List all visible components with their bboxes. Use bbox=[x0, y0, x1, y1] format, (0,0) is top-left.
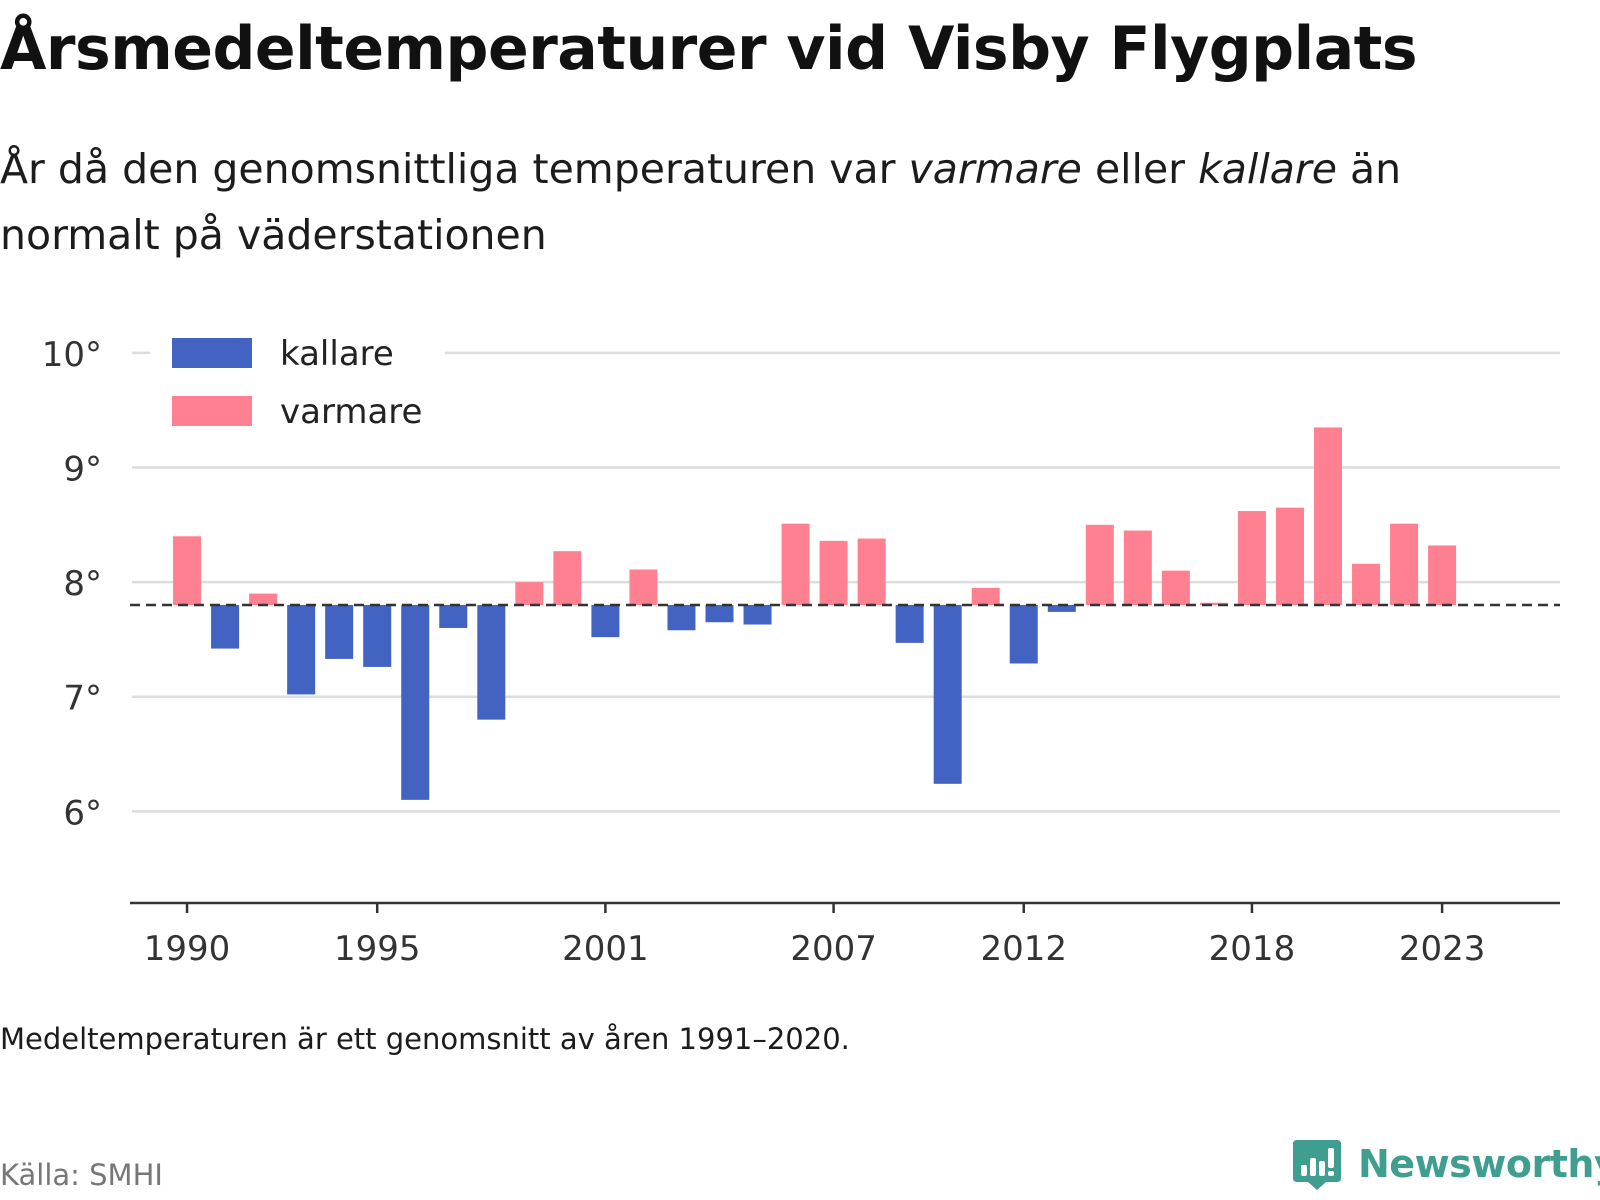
y-tick-label: 7° bbox=[63, 679, 102, 719]
bar-colder bbox=[1009, 605, 1038, 664]
bar-warmer bbox=[173, 536, 202, 606]
bar-warmer bbox=[1237, 511, 1266, 606]
y-tick-label: 6° bbox=[63, 793, 102, 833]
subtitle-cold-word: kallare bbox=[1198, 145, 1337, 193]
bar-colder bbox=[895, 605, 924, 643]
bar-colder bbox=[705, 605, 734, 623]
bar-colder bbox=[439, 605, 468, 628]
x-tick-label: 2012 bbox=[980, 929, 1067, 969]
bar-colder bbox=[401, 605, 430, 800]
source-credit: Källa: SMHI bbox=[0, 1158, 163, 1192]
chart-subtitle: År då den genomsnittliga temperaturen va… bbox=[0, 136, 1560, 268]
bar-warmer bbox=[629, 569, 658, 606]
subtitle-warm-word: varmare bbox=[908, 145, 1082, 193]
bar-warmer bbox=[819, 540, 848, 606]
bar-warmer bbox=[1314, 427, 1343, 606]
subtitle-text-2: eller bbox=[1081, 145, 1199, 193]
bar-colder bbox=[933, 605, 962, 784]
x-tick-label: 2007 bbox=[790, 929, 877, 969]
newsworthy-brand: Newsworthy bbox=[1292, 1138, 1600, 1190]
bar-colder bbox=[477, 605, 506, 720]
bar-warmer bbox=[1161, 570, 1190, 606]
x-tick-label: 1990 bbox=[144, 929, 231, 969]
temperature-bar-chart: 6° 7° 8° 9° 10° 1990 1995 2001 2007 2012 2018 2023 k… bbox=[42, 330, 1560, 969]
legend-swatch-warmer bbox=[172, 396, 252, 426]
subtitle-text-1: År då den genomsnittliga temperaturen va… bbox=[0, 145, 909, 193]
bar-warmer bbox=[1085, 524, 1114, 606]
legend-swatch-colder bbox=[172, 338, 252, 368]
bar-warmer bbox=[971, 587, 1000, 606]
bar-colder bbox=[743, 605, 772, 625]
newsworthy-logo-icon bbox=[1293, 1140, 1341, 1190]
subtitle-text-3: än normalt på väderstationen bbox=[0, 145, 1402, 259]
legend-label-colder: kallare bbox=[280, 334, 394, 374]
x-tick-label: 2001 bbox=[562, 929, 649, 969]
bar-colder bbox=[667, 605, 696, 631]
bar-colder bbox=[211, 605, 240, 649]
bar-colder bbox=[325, 605, 354, 659]
x-tick-label: 2018 bbox=[1209, 929, 1296, 969]
bar-warmer bbox=[515, 582, 544, 606]
bar-warmer bbox=[1352, 563, 1381, 606]
bar-colder bbox=[287, 605, 316, 695]
bar-colder bbox=[363, 605, 392, 667]
y-tick-label: 9° bbox=[63, 450, 102, 490]
bar-warmer bbox=[249, 593, 278, 606]
y-tick-label: 8° bbox=[63, 564, 102, 604]
bar-warmer bbox=[781, 523, 810, 606]
bar-warmer bbox=[1428, 545, 1457, 606]
bar-warmer bbox=[553, 551, 582, 606]
bar-warmer bbox=[857, 538, 886, 606]
y-tick-label: 10° bbox=[42, 335, 102, 375]
x-tick-label: 1995 bbox=[334, 929, 421, 969]
bar-warmer bbox=[1123, 530, 1152, 606]
bar-warmer bbox=[1390, 523, 1419, 606]
x-tick-label: 2023 bbox=[1399, 929, 1486, 969]
brand-name: Newsworthy bbox=[1358, 1142, 1600, 1186]
bar-warmer bbox=[1199, 602, 1228, 606]
chart-title: Årsmedeltemperaturer vid Visby Flygplats bbox=[0, 14, 1418, 84]
bar-warmer bbox=[1275, 507, 1304, 606]
bar-colder bbox=[591, 605, 620, 638]
legend-label-warmer: varmare bbox=[280, 392, 422, 432]
chart-note: Medeltemperaturen är ett genomsnitt av å… bbox=[0, 1022, 850, 1056]
bar-colder bbox=[1047, 605, 1076, 612]
